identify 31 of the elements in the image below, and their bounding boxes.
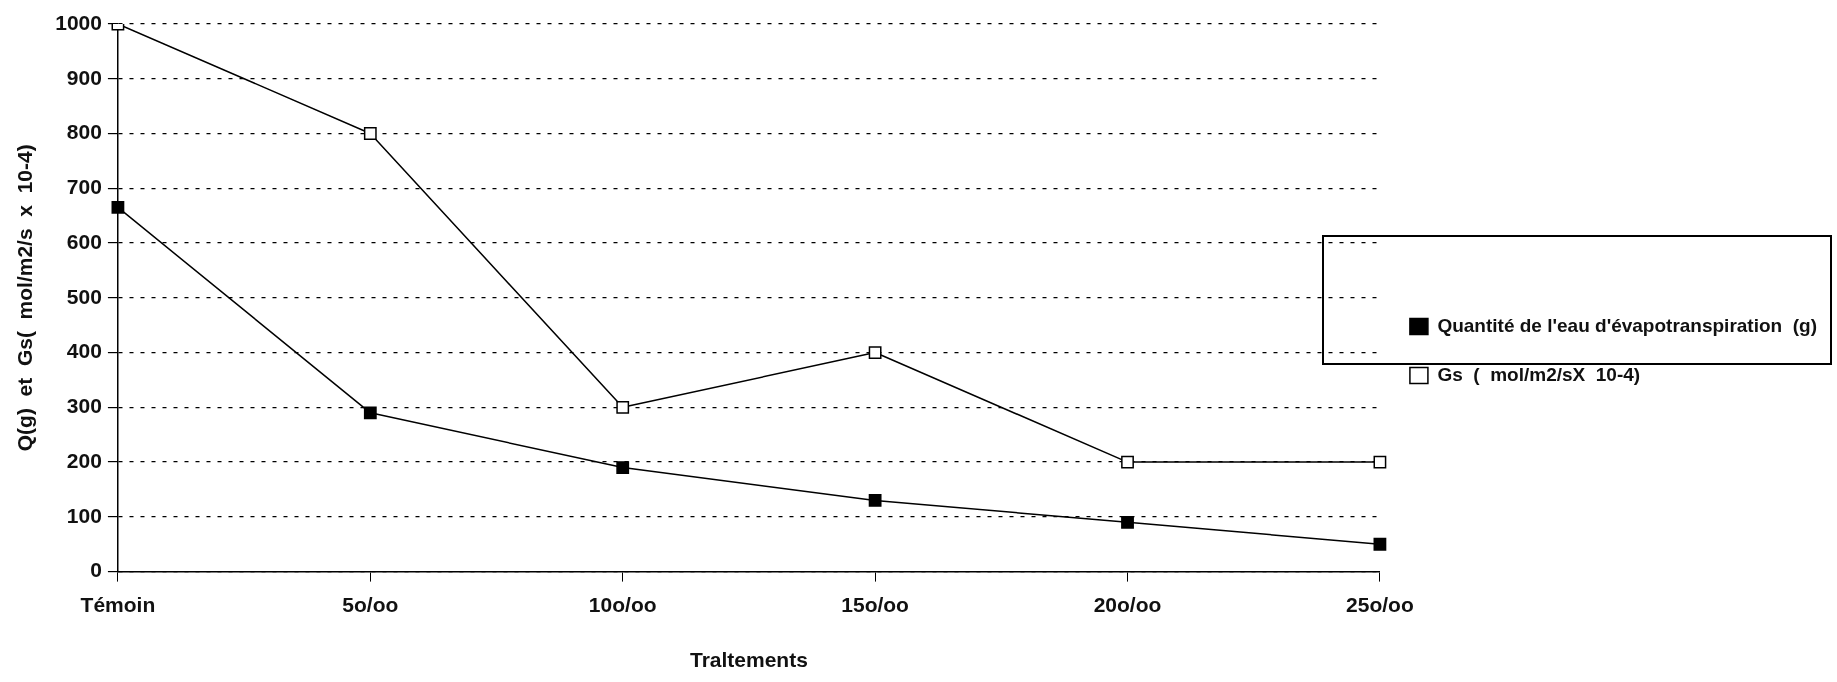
x-tick-label: 15o/oo (841, 593, 909, 616)
point (868, 346, 882, 359)
x-tick-label: 20o/oo (1093, 593, 1162, 616)
point (1121, 515, 1134, 529)
y-tick-label: 400 (66, 339, 102, 363)
point (868, 494, 882, 507)
x-tick-label: 10o/oo (588, 593, 657, 616)
point (111, 201, 125, 214)
point (616, 400, 630, 414)
y-axis-title: Q(g) et Gs( mol/m2/s x 10-4) (13, 144, 37, 452)
point (1121, 455, 1134, 469)
y-tick-label: 700 (66, 175, 102, 199)
y-tick-label: 600 (66, 229, 102, 253)
legend-label: Gs ( mol/m2/sX 10-4) (1437, 363, 1641, 385)
x-tick-label: Témoin (80, 593, 156, 616)
y-tick-label: 900 (66, 65, 102, 89)
y-tick-label: 800 (66, 120, 102, 144)
point (363, 406, 377, 420)
x-axis-title: Traltements (689, 648, 808, 672)
y-tick-label: 200 (66, 448, 102, 472)
legend-label: Quantité de l'eau d'évapotranspiration (g) (1437, 314, 1818, 336)
point (363, 127, 377, 140)
y-tick-label: 1000 (55, 10, 102, 34)
y-tick-label: 300 (66, 394, 102, 418)
point (616, 461, 630, 474)
y-tick-label: 100 (66, 503, 102, 527)
point (1373, 537, 1387, 551)
y-tick-label: 500 (66, 284, 102, 308)
x-tick-label: 5o/oo (342, 593, 399, 616)
y-tick-label: 0 (90, 558, 102, 582)
x-tick-label: 25o/oo (1346, 593, 1414, 616)
